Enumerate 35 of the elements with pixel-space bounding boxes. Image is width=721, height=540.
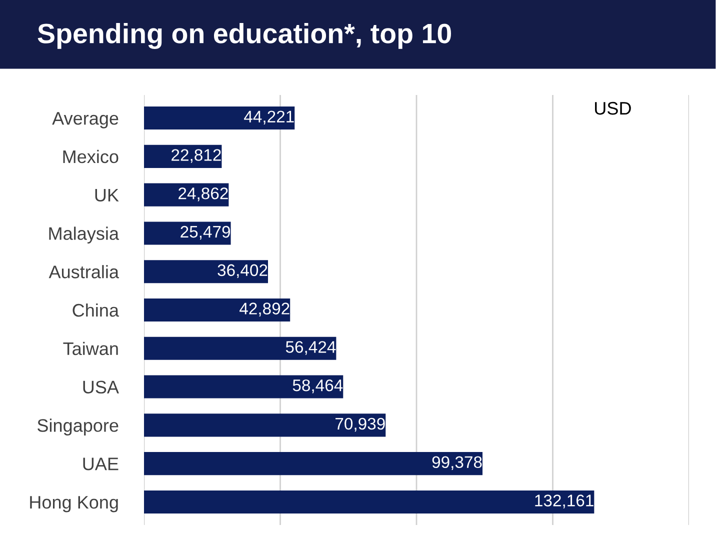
bar [144, 452, 483, 476]
y-tick-label: Australia [48, 265, 119, 278]
bar [144, 183, 229, 206]
y-tick-label: China [72, 303, 119, 317]
data-label: 36,402 [218, 264, 268, 278]
data-label: 44,221 [244, 110, 294, 124]
data-label: 56,424 [286, 341, 336, 355]
data-label: 99,378 [432, 456, 482, 470]
bar [144, 336, 336, 360]
data-label: 70,939 [336, 418, 385, 432]
data-label: 24,862 [178, 187, 228, 202]
annotation: USD [595, 102, 631, 115]
bar [144, 490, 594, 514]
y-tick-label: Mexico [63, 150, 118, 164]
chart-title: Spending on education*, top 10 [38, 22, 451, 50]
bar [144, 144, 222, 168]
y-tick-label: UK [95, 188, 119, 202]
bar [144, 222, 231, 245]
y-tick-label: UAE [83, 458, 118, 470]
y-tick-label: Malaysia [49, 226, 119, 244]
data-label: 58,464 [292, 379, 343, 394]
data-label: 42,892 [240, 302, 290, 316]
data-label: 132,161 [535, 494, 594, 508]
y-tick-label: Singapore [38, 418, 118, 436]
bar [144, 375, 344, 398]
bar [144, 414, 386, 437]
y-tick-label: Hong Kong [30, 496, 118, 512]
y-tick-label: USA [83, 380, 119, 394]
data-label: 22,812 [172, 149, 221, 163]
y-tick-label: Taiwan [63, 342, 118, 356]
bar [144, 260, 268, 284]
data-label: 25,479 [180, 226, 230, 240]
bar [144, 298, 290, 322]
y-tick-label: Average [52, 112, 118, 128]
bar [144, 106, 295, 130]
